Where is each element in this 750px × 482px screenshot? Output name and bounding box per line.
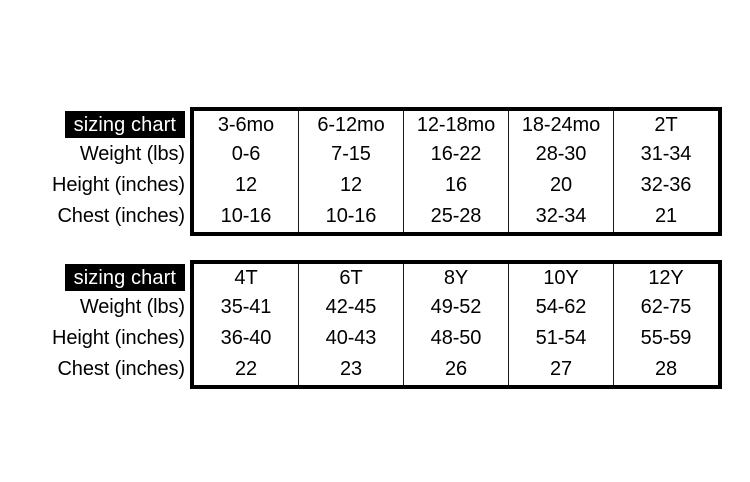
row-label-height: Height (inches) [51,174,185,196]
weight-value: 62-75 [640,296,692,318]
height-value: 12 [234,174,258,196]
weight-value: 54-62 [535,296,587,318]
chest-value: 25-28 [430,205,482,227]
weight-value: 42-45 [325,296,377,318]
height-value: 20 [549,174,573,196]
height-value: 32-36 [640,174,692,196]
size-header: 4T [234,267,258,289]
size-column-1: 6-12mo 7-15 12 10-16 [298,111,403,232]
row-label-column: sizing chart Weight (lbs) Height (inches… [0,260,190,385]
sizing-chart-badge: sizing chart [64,111,185,138]
size-column-4: 12Y 62-75 55-59 28 [613,264,718,385]
height-value: 12 [339,174,363,196]
height-value: 48-50 [430,327,482,349]
chest-value: 26 [444,358,468,380]
row-label-chest: Chest (inches) [57,205,185,227]
size-column-2: 8Y 49-52 48-50 26 [403,264,508,385]
height-value: 40-43 [325,327,377,349]
size-column-3: 10Y 54-62 51-54 27 [508,264,613,385]
chest-value: 27 [549,358,573,380]
size-column-3: 18-24mo 28-30 20 32-34 [508,111,613,232]
row-label-height: Height (inches) [51,327,185,349]
sizing-data-grid: 4T 35-41 36-40 22 6T 42-45 40-43 23 8Y 4… [190,260,722,389]
weight-value: 28-30 [535,143,587,165]
weight-value: 7-15 [331,143,371,165]
size-header: 8Y [443,267,469,289]
height-value: 16 [444,174,468,196]
sizing-chart-table-infant: sizing chart Weight (lbs) Height (inches… [0,107,750,236]
size-header: 2T [654,114,678,136]
size-header: 18-24mo [521,114,601,136]
chest-value: 10-16 [325,205,377,227]
chest-value: 21 [654,205,678,227]
row-label-column: sizing chart Weight (lbs) Height (inches… [0,107,190,232]
sizing-chart-table-youth: sizing chart Weight (lbs) Height (inches… [0,260,750,389]
size-column-4: 2T 31-34 32-36 21 [613,111,718,232]
chest-value: 28 [654,358,678,380]
size-header: 12Y [648,267,684,289]
weight-value: 31-34 [640,143,692,165]
weight-value: 35-41 [220,296,272,318]
size-header: 10Y [543,267,579,289]
size-column-2: 12-18mo 16-22 16 25-28 [403,111,508,232]
chest-value: 10-16 [220,205,272,227]
size-header: 12-18mo [416,114,496,136]
size-column-0: 4T 35-41 36-40 22 [194,264,298,385]
chest-value: 22 [234,358,258,380]
size-header: 6T [339,267,363,289]
row-label-weight: Weight (lbs) [79,143,185,165]
weight-value: 0-6 [231,143,261,165]
row-label-weight: Weight (lbs) [79,296,185,318]
size-header: 3-6mo [217,114,275,136]
size-column-0: 3-6mo 0-6 12 10-16 [194,111,298,232]
height-value: 51-54 [535,327,587,349]
height-value: 36-40 [220,327,272,349]
sizing-data-grid: 3-6mo 0-6 12 10-16 6-12mo 7-15 12 10-16 … [190,107,722,236]
height-value: 55-59 [640,327,692,349]
size-header: 6-12mo [317,114,385,136]
chest-value: 32-34 [535,205,587,227]
size-column-1: 6T 42-45 40-43 23 [298,264,403,385]
sizing-chart-badge: sizing chart [64,264,185,291]
chest-value: 23 [339,358,363,380]
weight-value: 49-52 [430,296,482,318]
row-label-chest: Chest (inches) [57,358,185,380]
weight-value: 16-22 [430,143,482,165]
